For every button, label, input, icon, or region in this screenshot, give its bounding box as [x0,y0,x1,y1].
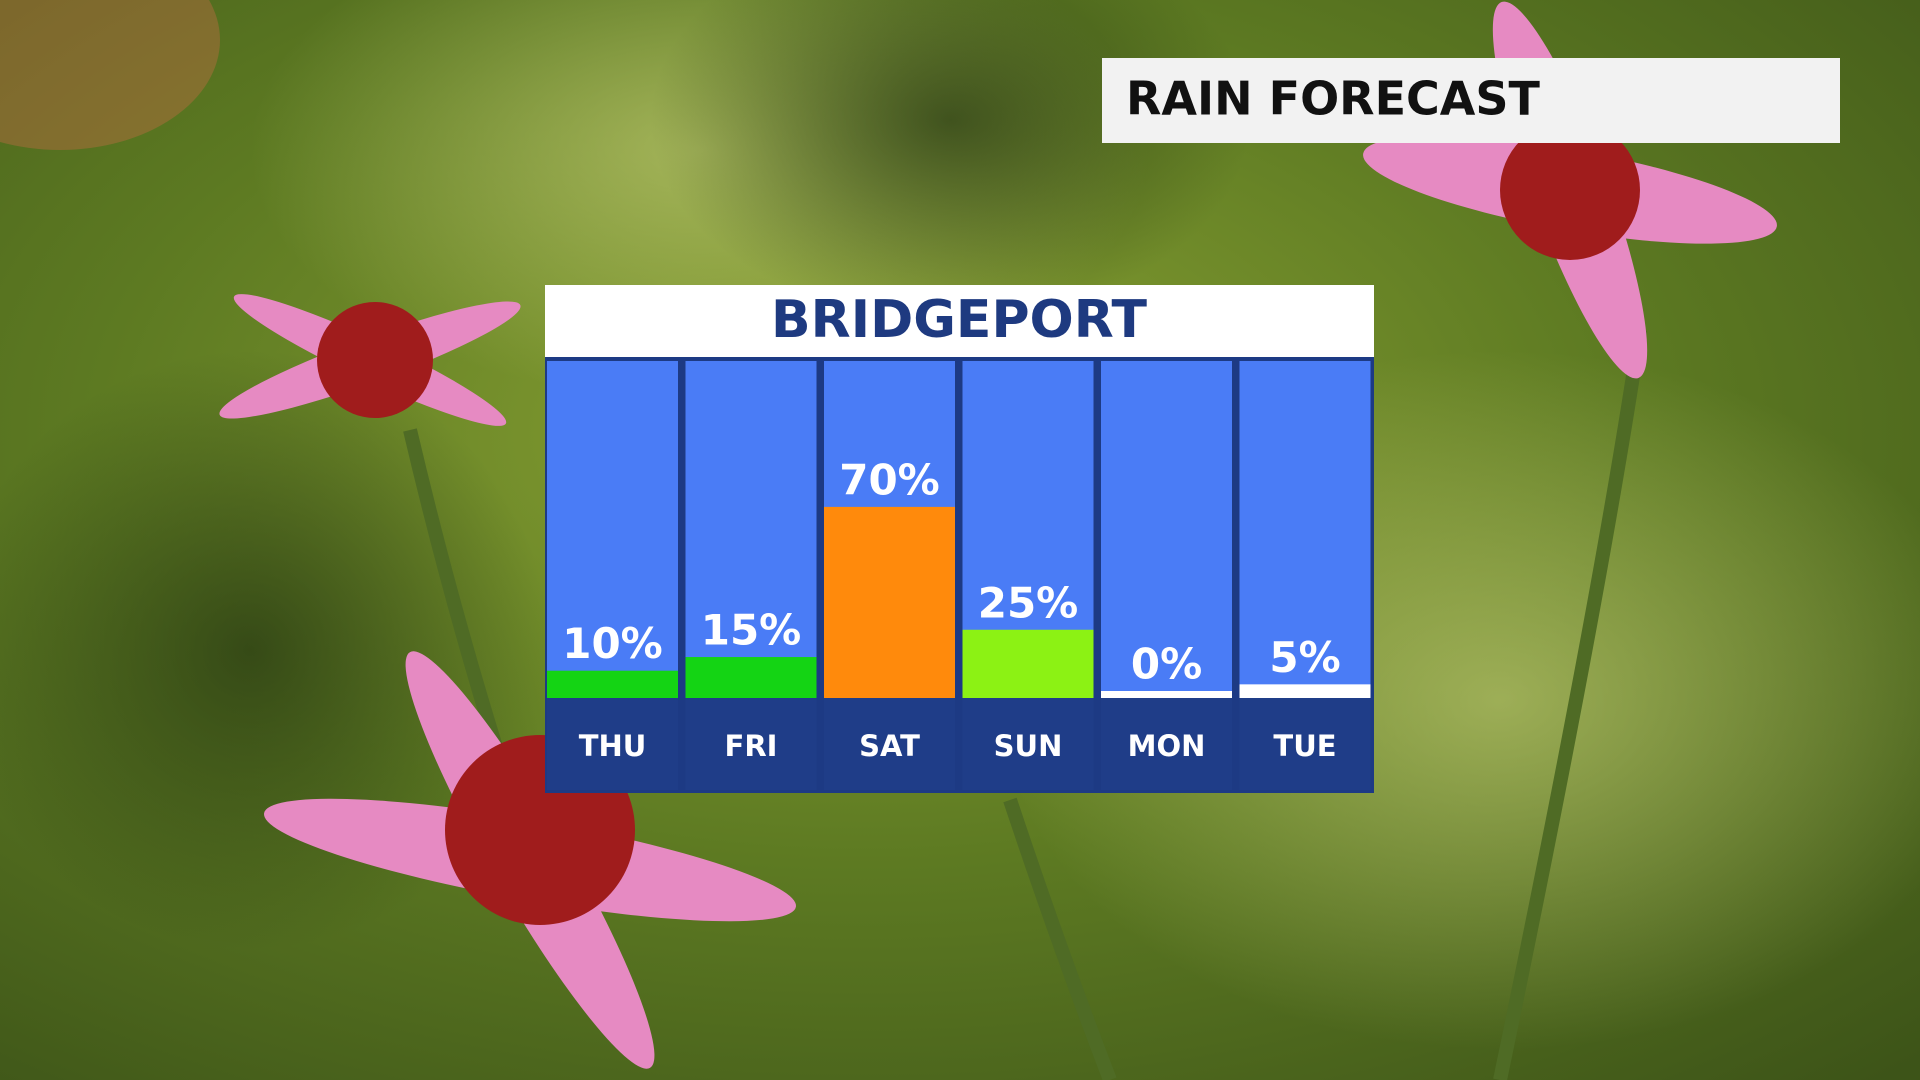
day-band [962,698,1094,790]
day-label: THU [579,729,647,763]
bar [824,506,955,698]
day-band [685,698,817,790]
day-band [547,698,678,790]
value-label: 0% [1131,640,1202,689]
bar [547,670,678,698]
value-label: 10% [562,619,663,668]
day-label: SUN [994,729,1063,763]
day-label: TUE [1273,729,1336,763]
value-label: 25% [978,578,1079,627]
day-label: MON [1128,729,1206,763]
value-label: 15% [701,606,802,655]
column [547,361,678,698]
column [1101,361,1232,698]
day-band [1101,698,1232,790]
chart-header [545,285,1374,357]
day-label: FRI [725,729,778,763]
day-label: SAT [859,729,920,763]
value-label: 70% [839,455,940,504]
bar [1101,691,1232,698]
day-band [1239,698,1371,790]
chart-title: BRIDGEPORT [771,290,1147,350]
value-label: 5% [1269,633,1340,682]
bar [1239,684,1371,698]
column [685,361,817,698]
column [1239,361,1371,698]
chart-panel [545,285,1374,793]
bar [962,629,1094,698]
day-band [824,698,955,790]
page-title: RAIN FORECAST [1126,72,1541,126]
title-box [1102,58,1840,143]
bar [685,657,817,698]
